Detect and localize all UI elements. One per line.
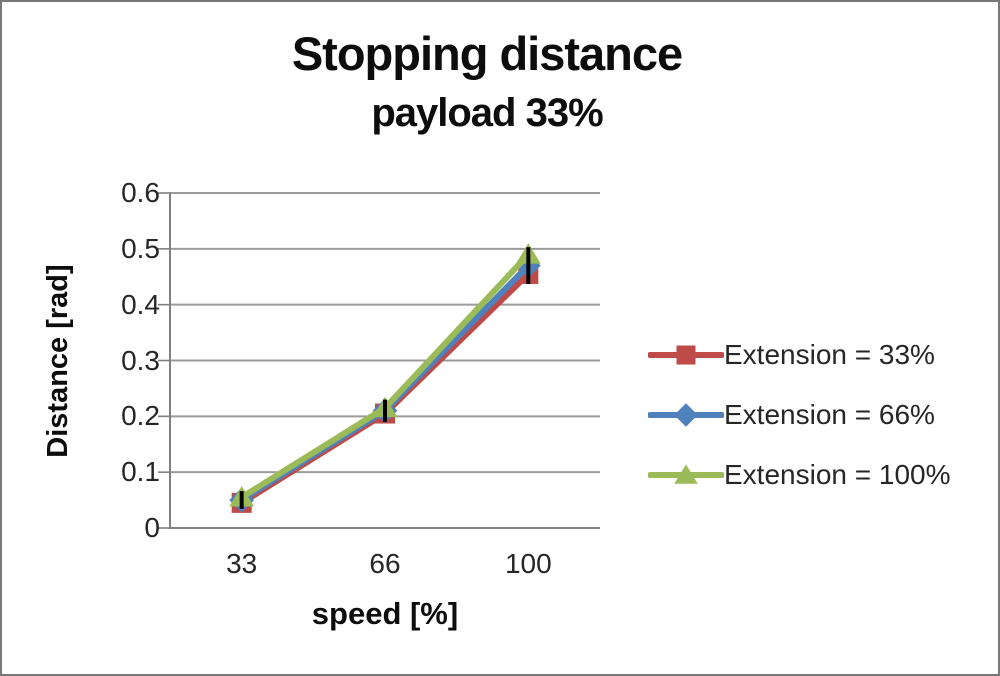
error-bars [239,247,531,510]
legend-square-swatch [648,345,724,365]
legend-item: Extension = 66% [648,395,951,435]
y-tick-label: 0 [144,512,160,543]
y-axis-title: Distance [rad] [42,264,74,458]
y-tick-label: 0.5 [121,232,160,264]
y-tick-label: 0.6 [121,177,160,208]
gridlines [170,192,600,474]
legend-label: Extension = 66% [724,399,935,430]
x-tick-label: 100 [504,548,552,579]
x-tick-label: 33 [226,548,258,579]
legend-label: Extension = 33% [724,339,935,370]
legend-item: Extension = 100% [648,455,951,495]
chart-subtitle: payload 33% [371,91,603,135]
x-tick-label: 66 [369,548,401,579]
axes [158,192,600,529]
legend: Extension = 33% Extension = 66% Extension … [648,335,951,515]
y-tick-label: 0.2 [121,400,160,432]
y-tick-label: 0.1 [121,456,160,488]
legend-triangle-swatch [648,464,724,484]
legend-item: Extension = 33% [648,335,951,375]
y-tick-label: 0.4 [121,288,160,320]
series-triangle [229,243,541,507]
x-axis-title: speed [%] [311,596,459,631]
y-tick-label: 0.3 [121,344,160,376]
chart-title: Stopping distance [291,27,683,80]
legend-diamond-swatch [648,403,724,427]
legend-label: Extension = 100% [724,459,951,490]
